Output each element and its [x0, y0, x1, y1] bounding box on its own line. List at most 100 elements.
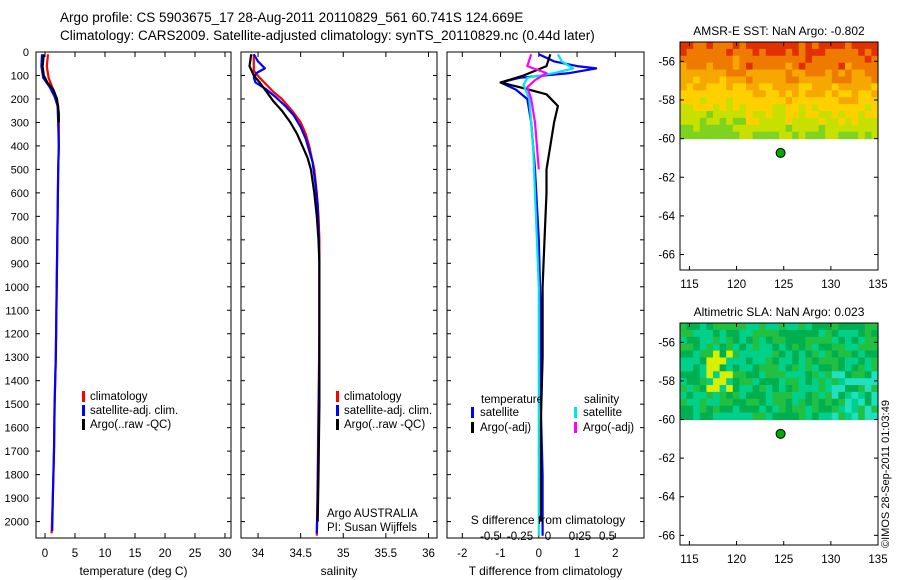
- sst-map-cell: [818, 131, 826, 140]
- sst-map-cell: [713, 48, 721, 57]
- sla-map-cell: [851, 371, 859, 379]
- sst-map-cell: [759, 104, 767, 112]
- sst-map-cell: [805, 76, 813, 84]
- sla-map-cell: [765, 378, 773, 386]
- sst-map-cell: [706, 76, 714, 84]
- sst-map-cell: [686, 117, 694, 126]
- sla-map-cell: [779, 364, 787, 372]
- sst-map-cell: [838, 131, 846, 140]
- sst-map-cell: [686, 104, 694, 112]
- sst-map-cell: [871, 124, 879, 133]
- sst-map-cell: [746, 124, 754, 133]
- sla-map-xtick-label: 130: [821, 554, 840, 566]
- sst-map-cell: [798, 48, 806, 57]
- sst-map-cell: [838, 111, 846, 119]
- sst-map-cell: [693, 97, 701, 105]
- sst-map-cell: [752, 42, 760, 50]
- sst-map-cell: [845, 76, 853, 84]
- sla-map-cell: [686, 385, 694, 393]
- depth-tick-label: 1500: [5, 399, 29, 411]
- sla-map-cell: [772, 323, 780, 331]
- temperature-profile-xtick-label: 25: [189, 548, 202, 560]
- sst-map-ytick-label: -58: [658, 95, 675, 107]
- sst-map-cell: [713, 42, 721, 50]
- sst-map-cell: [798, 104, 806, 112]
- sla-map-cell: [805, 391, 813, 400]
- sst-map-cell: [706, 111, 714, 119]
- sst-map-cell: [831, 111, 839, 119]
- sst-map-cell: [686, 69, 694, 78]
- sst-map-cell: [680, 55, 688, 64]
- sst-map-cell: [818, 48, 826, 57]
- sla-map-ytick-label: -62: [658, 453, 675, 465]
- header-line-1: Argo profile: CS 5903675_17 28-Aug-2011 …: [60, 10, 524, 25]
- sst-map-cell: [792, 76, 800, 84]
- sst-map-cell: [845, 48, 853, 57]
- sla-map-cell: [693, 364, 701, 372]
- sla-map-cell: [719, 323, 727, 331]
- sst-map-cell: [706, 90, 714, 98]
- sla-map-cell: [693, 357, 701, 365]
- sla-map-cell: [779, 378, 787, 386]
- sst-map-cell: [772, 42, 780, 50]
- sla-map-cell: [812, 371, 820, 379]
- sla-map-cell: [792, 364, 800, 372]
- sst-map-cell: [759, 124, 767, 133]
- sla-map-cell: [864, 398, 872, 407]
- sla-map-cell: [798, 357, 806, 365]
- sst-map-cell: [798, 124, 806, 133]
- sst-map-cell: [825, 48, 833, 57]
- sst-map-cell: [779, 111, 787, 119]
- sla-map-cell: [732, 391, 740, 400]
- sst-map-cell: [798, 97, 806, 105]
- sla-map-cell: [713, 412, 721, 421]
- sla-map-cell: [752, 357, 760, 365]
- sla-map-cell: [779, 350, 787, 359]
- sst-map-cell: [845, 131, 853, 140]
- sla-map-cell: [779, 357, 787, 365]
- sst-map-cell: [825, 69, 833, 78]
- sst-map-cell: [686, 97, 694, 105]
- sst-map-ytick-label: -62: [658, 172, 675, 184]
- legend-swatch: [471, 407, 474, 418]
- sla-map-cell: [719, 343, 727, 352]
- sst-map-cell: [752, 55, 760, 64]
- sla-map-cell: [719, 398, 727, 407]
- temperature-profile-frame: [35, 51, 232, 539]
- sla-map-cell: [785, 357, 793, 365]
- sst-map-cell: [851, 42, 859, 50]
- sst-map-cell: [765, 42, 773, 50]
- sla-map-cell: [726, 336, 734, 345]
- sst-map-cell: [792, 55, 800, 64]
- legend-swatch: [471, 422, 474, 433]
- sla-map-cell: [871, 371, 879, 379]
- difference-profile-xtick-label: 0: [536, 548, 542, 560]
- sla-map-cell: [746, 412, 754, 421]
- sst-map-cell: [706, 62, 714, 71]
- float-location-marker: [775, 147, 786, 158]
- sst-map-cell: [831, 83, 839, 91]
- depth-tick-label: 200: [11, 94, 29, 106]
- sla-map-cell: [845, 398, 853, 407]
- sst-map-cell: [719, 131, 727, 140]
- sla-map-cell: [759, 336, 767, 345]
- sst-map-cell: [825, 111, 833, 119]
- sst-map-cell: [686, 124, 694, 133]
- sst-map-cell: [739, 117, 747, 126]
- sla-map-cell: [831, 364, 839, 372]
- sst-map-cell: [693, 131, 701, 140]
- sst-map-cell: [785, 83, 793, 91]
- sst-map-cell: [812, 90, 820, 98]
- sla-map-cell: [759, 378, 767, 386]
- sst-map-cell: [779, 69, 787, 78]
- sst-map-cell: [746, 48, 754, 57]
- sla-map-cell: [785, 323, 793, 331]
- sla-map-cell: [719, 329, 727, 338]
- sst-map-cell: [699, 69, 707, 78]
- sst-map-cell: [726, 124, 734, 133]
- sla-map-cell: [838, 357, 846, 365]
- sst-map-cell: [831, 124, 839, 133]
- sst-map-title: AMSR-E SST: NaN Argo: -0.802: [693, 24, 865, 38]
- sla-map-cell: [759, 371, 767, 379]
- sla-map-cell: [693, 343, 701, 352]
